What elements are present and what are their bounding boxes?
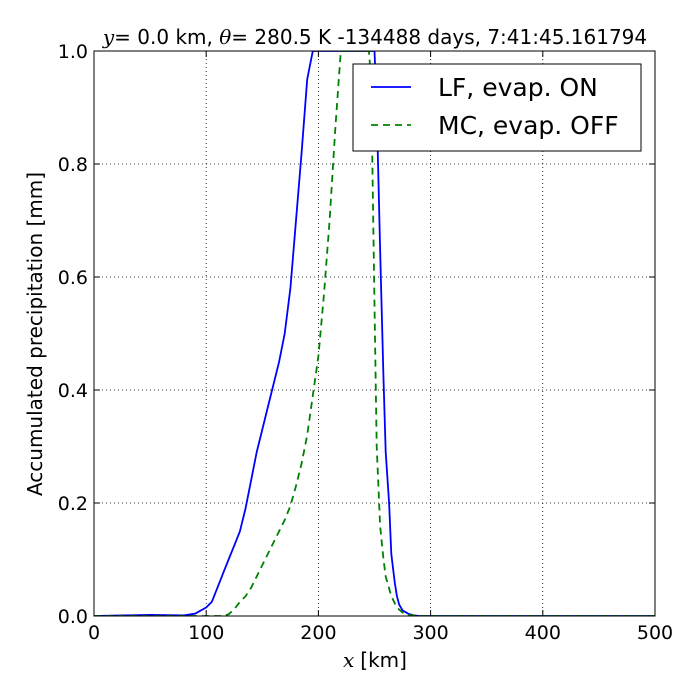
x-axis-symbol: x [343,648,354,672]
series-layer [94,51,655,616]
title-theta-symbol: θ [219,25,231,49]
x-tick-label: 500 [637,622,673,644]
title-y-symbol: y [102,25,115,49]
x-tick-label: 400 [525,622,561,644]
title-theta-value: = 280.5 K -134488 days, 7:41:45.161794 [231,25,647,49]
y-tick-label: 1.0 [58,41,88,63]
title-y-value: = 0.0 km, [114,25,219,49]
x-axis-unit: [km] [360,648,407,672]
chart-title: y= 0.0 km, θ= 280.5 K -134488 days, 7:41… [102,25,647,49]
legend: LF, evap. ON MC, evap. OFF [352,63,642,152]
legend-box [352,63,642,152]
x-axis-label: x [km] [343,648,407,672]
legend-label-2: MC, evap. OFF [438,111,619,140]
y-axis-label: Accumulated precipitation [mm] [23,172,47,496]
y-tick-label: 0.2 [58,493,88,515]
x-tick-label: 200 [300,622,336,644]
x-tick-label: 0 [88,622,100,644]
x-tick-label: 100 [188,622,224,644]
y-tick-label: 0.8 [58,154,88,176]
ticks: 0 100 200 300 400 500 0.0 0.2 0.4 0.6 0.8 1.0 [58,41,673,644]
y-tick-label: 0.0 [58,606,88,628]
y-tick-label: 0.6 [58,267,88,289]
x-tick-label: 300 [412,622,448,644]
legend-label-1: LF, evap. ON [438,73,598,102]
plot-area [93,50,656,617]
y-tick-label: 0.4 [58,380,88,402]
series-line-2 [94,51,655,616]
series-line-1 [94,51,655,616]
